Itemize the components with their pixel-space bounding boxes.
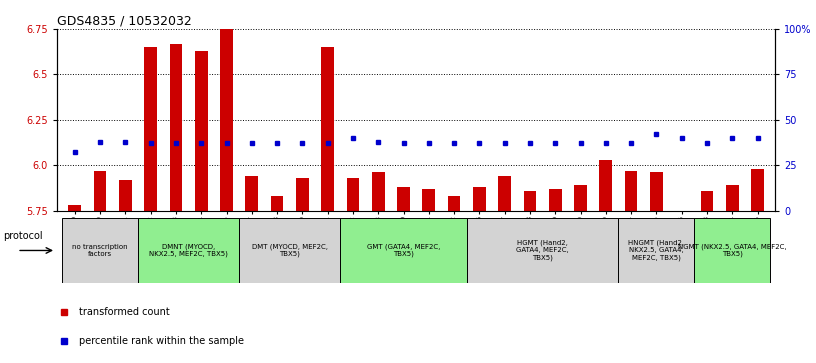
Text: HNGMT (Hand2,
NKX2.5, GATA4,
MEF2C, TBX5): HNGMT (Hand2, NKX2.5, GATA4, MEF2C, TBX5… (628, 240, 685, 261)
Text: GMT (GATA4, MEF2C,
TBX5): GMT (GATA4, MEF2C, TBX5) (367, 244, 440, 257)
Bar (650, 172, 663, 211)
Bar (195, 51, 207, 211)
Bar (726, 185, 738, 211)
Text: DMNT (MYOCD,
NKX2.5, MEF2C, TBX5): DMNT (MYOCD, NKX2.5, MEF2C, TBX5) (149, 244, 228, 257)
Bar (423, 189, 435, 211)
Bar (467, 218, 619, 283)
Text: HGMT (Hand2,
GATA4, MEF2C,
TBX5): HGMT (Hand2, GATA4, MEF2C, TBX5) (517, 240, 569, 261)
Text: transformed count: transformed count (78, 307, 170, 317)
Bar (448, 196, 460, 211)
Bar (144, 47, 157, 211)
Bar (69, 205, 81, 211)
Bar (701, 191, 713, 211)
Bar (499, 176, 511, 211)
Bar (296, 178, 308, 211)
Bar (347, 178, 359, 211)
Bar (694, 218, 770, 283)
Bar (340, 218, 467, 283)
Text: percentile rank within the sample: percentile rank within the sample (78, 336, 244, 346)
Text: NGMT (NKX2.5, GATA4, MEF2C,
TBX5): NGMT (NKX2.5, GATA4, MEF2C, TBX5) (678, 244, 787, 257)
Bar (574, 185, 587, 211)
Text: GDS4835 / 10532032: GDS4835 / 10532032 (57, 15, 192, 28)
Bar (119, 180, 131, 211)
Text: protocol: protocol (3, 231, 42, 241)
Bar (138, 218, 239, 283)
Bar (397, 187, 410, 211)
Bar (600, 160, 612, 211)
Bar (94, 171, 106, 211)
Bar (322, 47, 334, 211)
Bar (549, 189, 561, 211)
Bar (473, 187, 486, 211)
Bar (752, 169, 764, 211)
Bar (239, 218, 340, 283)
Text: DMT (MYOCD, MEF2C,
TBX5): DMT (MYOCD, MEF2C, TBX5) (252, 244, 328, 257)
Bar (524, 191, 536, 211)
Bar (271, 196, 283, 211)
Bar (62, 218, 138, 283)
Bar (170, 44, 182, 211)
Bar (619, 218, 694, 283)
Bar (246, 176, 258, 211)
Bar (625, 171, 637, 211)
Bar (220, 29, 233, 211)
Bar (372, 172, 384, 211)
Text: no transcription
factors: no transcription factors (73, 244, 128, 257)
